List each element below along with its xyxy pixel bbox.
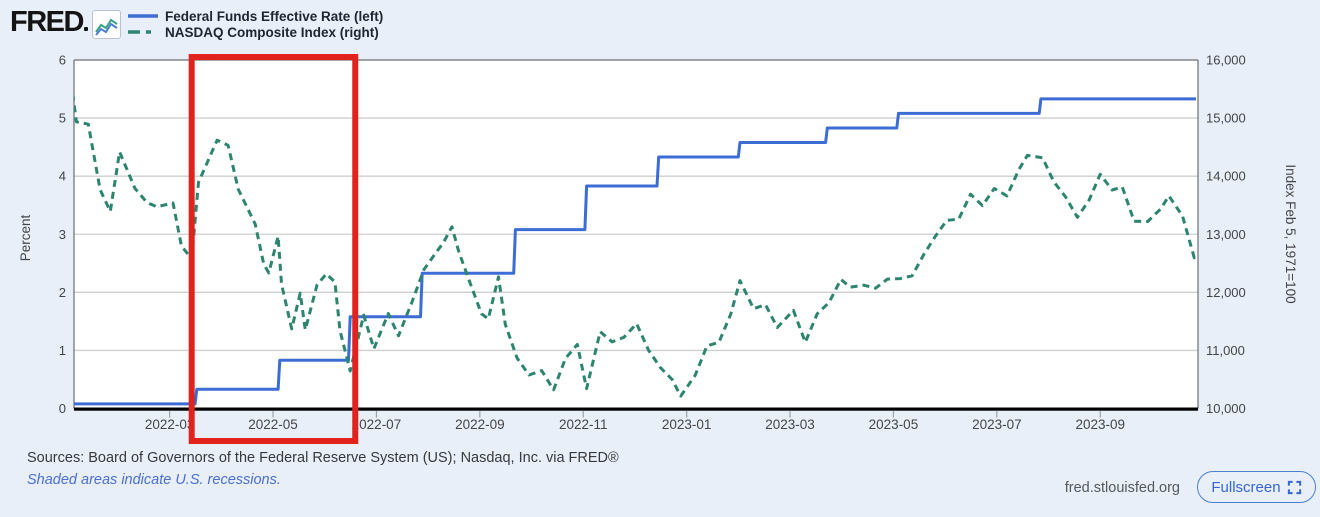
right-axis-title: Index Feb 5, 1971=100	[1283, 164, 1298, 303]
x-tick-label: 2023-01	[662, 417, 712, 432]
x-tick-label: 2022-03	[145, 417, 195, 432]
fullscreen-button[interactable]: Fullscreen	[1197, 471, 1316, 503]
left-tick-label: 4	[59, 169, 66, 184]
left-tick-label: 6	[59, 53, 66, 68]
left-axis-title: Percent	[18, 214, 33, 261]
chart-legend: Federal Funds Effective Rate (left) NASD…	[128, 8, 383, 40]
left-tick-label: 0	[59, 401, 66, 416]
x-tick-label: 2022-05	[248, 417, 298, 432]
right-tick-label: 12,000	[1206, 285, 1246, 300]
ffr-line-series	[74, 97, 1196, 406]
x-tick-label: 2023-03	[765, 417, 815, 432]
expand-icon	[1287, 480, 1301, 494]
fred-logo: FRED	[10, 6, 88, 39]
left-tick-label: 5	[59, 111, 66, 126]
legend-label-nasdaq: NASDAQ Composite Index (right)	[165, 24, 379, 40]
x-tick-label: 2023-09	[1075, 417, 1125, 432]
x-axis-line	[74, 407, 1198, 411]
sparkline-chart-icon	[92, 10, 121, 39]
nasdaq-line-swatch	[128, 30, 158, 34]
x-tick-label: 2022-11	[559, 417, 608, 432]
left-tick-label: 3	[59, 227, 66, 242]
x-tick-label: 2023-05	[869, 417, 919, 432]
recession-note-link[interactable]: Shaded areas indicate U.S. recessions.	[27, 472, 281, 488]
nasdaq-line-series	[74, 91, 1198, 398]
fullscreen-button-label: Fullscreen	[1211, 478, 1281, 496]
chart-area[interactable]: 2022-03 2022-05 2022-07 2022-09 2022-11 2023-…	[0, 0, 1320, 460]
legend-item-nasdaq: NASDAQ Composite Index (right)	[128, 24, 383, 40]
right-tick-label: 10,000	[1206, 401, 1246, 416]
x-tick-label: 2022-09	[455, 417, 505, 432]
left-tick-label: 2	[59, 285, 66, 300]
legend-item-ffr: Federal Funds Effective Rate (left)	[128, 8, 383, 24]
right-tick-label: 13,000	[1206, 227, 1246, 242]
legend-label-ffr: Federal Funds Effective Rate (left)	[165, 8, 384, 24]
logo-trademark-dot	[83, 27, 88, 31]
sources-text: Sources: Board of Governors of the Feder…	[27, 450, 619, 466]
right-tick-label: 14,000	[1206, 169, 1246, 184]
left-tick-label: 1	[59, 343, 66, 358]
right-tick-label: 11,000	[1206, 343, 1245, 358]
x-tick-label: 2023-07	[972, 417, 1022, 432]
right-tick-label: 16,000	[1206, 53, 1246, 68]
site-url-text: fred.stlouisfed.org	[1064, 480, 1180, 496]
annotation-rectangle	[188, 54, 359, 444]
x-tick-label: 2022-07	[352, 417, 402, 432]
right-tick-label: 15,000	[1206, 111, 1246, 126]
ffr-line-swatch	[128, 14, 158, 18]
